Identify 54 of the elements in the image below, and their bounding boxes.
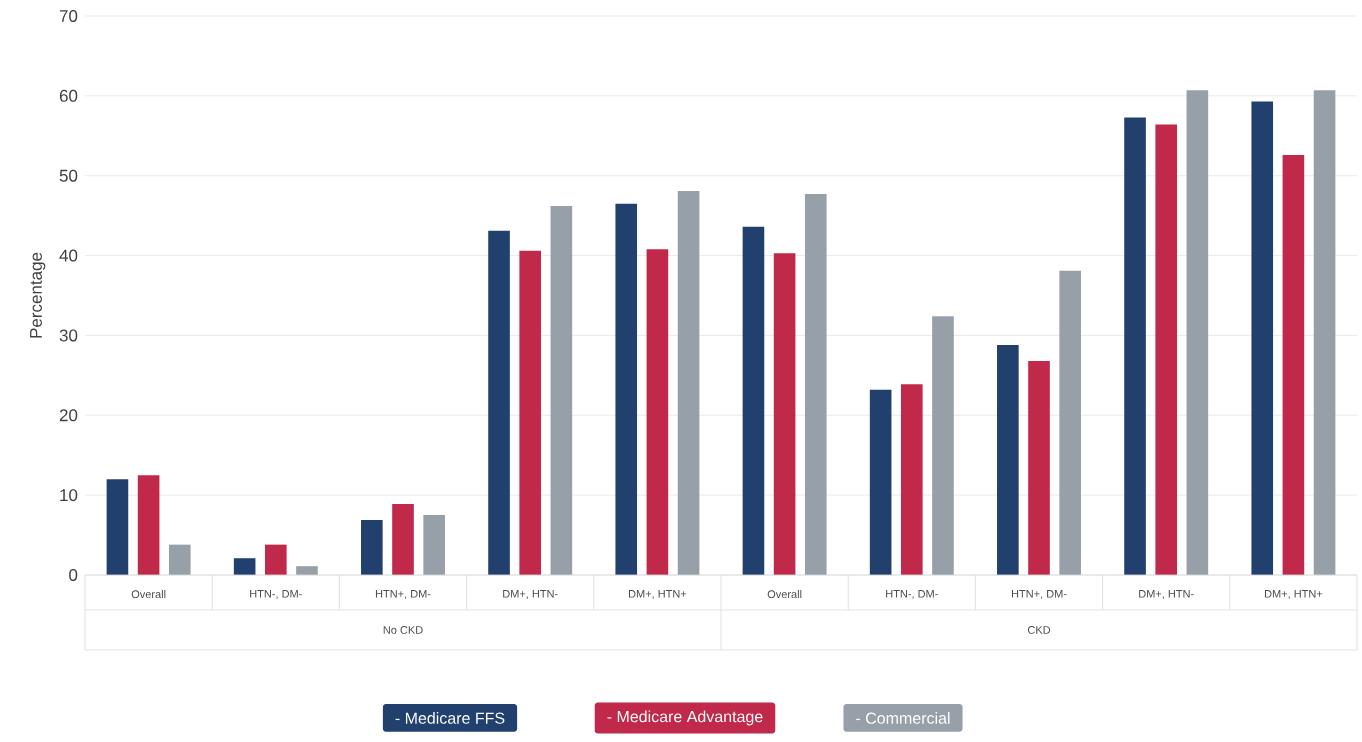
bar: [423, 515, 445, 575]
x-tick-label: HTN+, DM-: [1011, 590, 1067, 600]
x-tick-label: HTN+, DM-: [375, 590, 431, 600]
y-tick-label: 60: [59, 89, 78, 102]
bar: [296, 566, 318, 575]
bar: [742, 226, 765, 575]
bar: [1186, 90, 1209, 575]
bar: [361, 519, 383, 575]
bar: [550, 206, 573, 575]
y-tick-label: 0: [69, 568, 78, 581]
bar: [1155, 124, 1178, 575]
bar: [646, 249, 669, 575]
bar: [869, 389, 892, 575]
y-tick-label: 50: [59, 169, 78, 182]
x-tick-label: Overall: [131, 590, 166, 599]
x-tick-label: HTN-, DM-: [886, 590, 938, 600]
y-axis-title: Percentage: [30, 252, 46, 338]
bar: [677, 190, 700, 575]
bar: [1282, 154, 1305, 575]
bar: [997, 345, 1019, 575]
bar: [168, 544, 191, 575]
bar: [932, 316, 954, 575]
bar: [804, 194, 827, 575]
bar: [1251, 101, 1274, 575]
bar: [615, 203, 638, 575]
x-tick-label: DM+, HTN-: [503, 590, 558, 600]
text: CKD: [1027, 626, 1051, 634]
y-tick-label: 40: [59, 249, 78, 262]
x-tick-label: DM+, HTN+: [1264, 590, 1323, 600]
bar: [264, 544, 287, 575]
bar: [1124, 117, 1146, 575]
bar: [519, 250, 542, 575]
text: No CKD: [383, 626, 423, 634]
bar: [137, 475, 160, 575]
bar: [106, 479, 129, 575]
bar: [1313, 90, 1336, 575]
bar: [392, 503, 414, 575]
y-tick-label: 70: [59, 9, 78, 23]
text: - Commercial: [856, 712, 950, 724]
bar: [488, 230, 510, 575]
x-tick-label: DM+, HTN-: [1139, 590, 1194, 600]
text: - Medicare Advantage: [607, 710, 763, 726]
bar: [233, 558, 256, 575]
y-tick-label: 10: [60, 489, 78, 502]
x-tick-label: DM+, HTN+: [628, 590, 687, 600]
x-tick-label: HTN-, DM-: [250, 590, 302, 600]
bar: [773, 253, 796, 575]
y-tick-label: 20: [59, 409, 78, 422]
text: - Medicare FFS: [395, 712, 505, 724]
bar: [1059, 270, 1081, 575]
x-tick-label: Overall: [767, 590, 802, 599]
bar: [900, 384, 923, 575]
y-tick-label: 30: [59, 329, 78, 342]
bar: [1028, 360, 1050, 575]
